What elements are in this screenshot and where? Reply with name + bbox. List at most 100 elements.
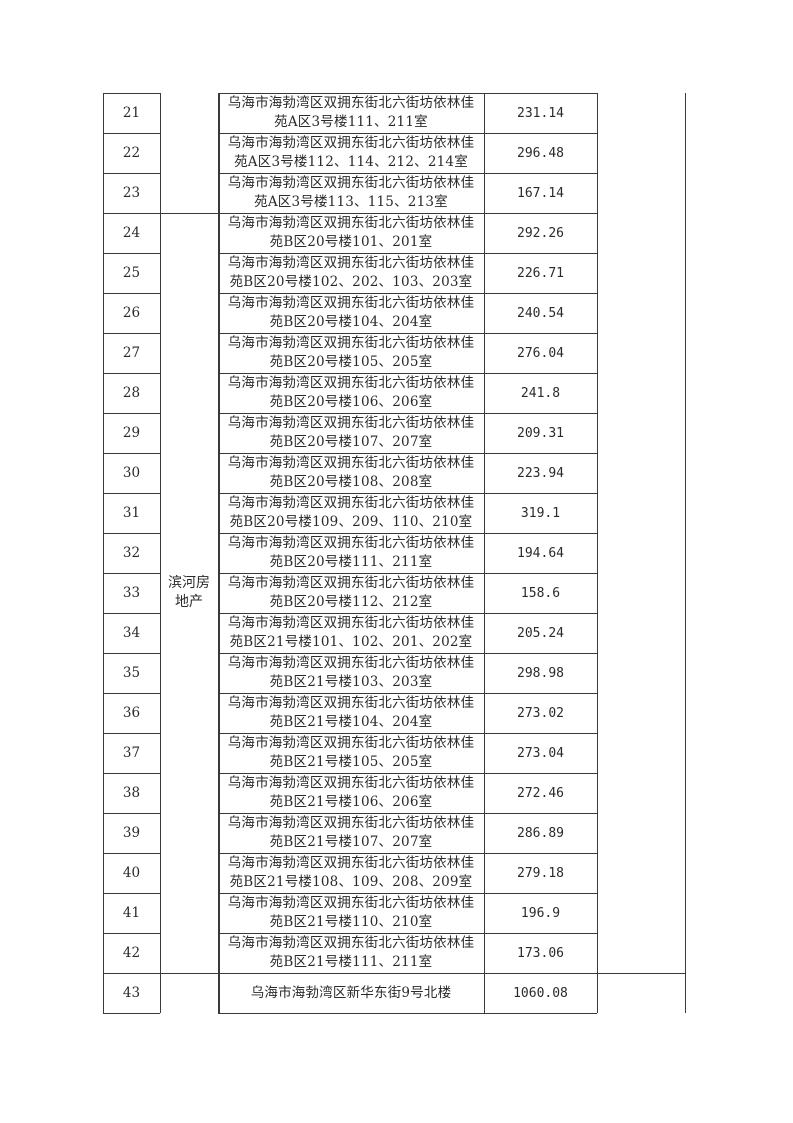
table-rule xyxy=(218,93,597,95)
building-area: 272.46 xyxy=(517,785,564,801)
table-rule xyxy=(218,493,597,495)
table-rule xyxy=(103,213,160,215)
property-address: 乌海市海勃湾区双拥东街北六街坊依林佳苑B区21号楼101、102、201、202… xyxy=(227,615,475,650)
building-area: 226.71 xyxy=(517,265,564,281)
table-rule xyxy=(218,213,597,215)
table-rule xyxy=(218,933,597,935)
building-area: 273.04 xyxy=(517,745,564,761)
row-number: 28 xyxy=(122,384,141,401)
row-number: 39 xyxy=(122,824,141,841)
property-address: 乌海市海勃湾区双拥东街北六街坊依林佳苑B区20号楼101、201室 xyxy=(227,215,475,250)
table-rule xyxy=(103,493,160,495)
building-area: 158.6 xyxy=(520,585,561,601)
row-number: 34 xyxy=(122,624,141,641)
building-area: 241.8 xyxy=(520,385,561,401)
property-address: 乌海市海勃湾区双拥东街北六街坊依林佳苑B区21号楼110、210室 xyxy=(227,895,475,930)
table-rule xyxy=(103,1013,160,1015)
table-rule xyxy=(160,93,162,1013)
table-rule xyxy=(103,253,160,255)
table-rule xyxy=(103,733,160,735)
table-rule xyxy=(103,653,160,655)
property-address: 乌海市海勃湾区双拥东街北六街坊依林佳苑A区3号楼113、115、213室 xyxy=(227,175,475,210)
table-rule xyxy=(103,773,160,775)
property-address: 乌海市海勃湾区新华东街9号北楼 xyxy=(250,984,452,1001)
property-address: 乌海市海勃湾区双拥东街北六街坊依林佳苑B区21号楼106、206室 xyxy=(227,775,475,810)
building-area: 1060.08 xyxy=(513,985,568,1001)
table-rule xyxy=(218,293,597,295)
table-rule xyxy=(218,93,220,1013)
table-rule xyxy=(218,333,597,335)
table-rule xyxy=(103,453,160,455)
property-address: 乌海市海勃湾区双拥东街北六街坊依林佳苑B区20号楼111、211室 xyxy=(227,535,475,570)
table-rule xyxy=(218,253,597,255)
table-rule xyxy=(218,173,597,175)
property-address: 乌海市海勃湾区双拥东街北六街坊依林佳苑B区21号楼107、207室 xyxy=(227,815,475,850)
row-number: 36 xyxy=(122,704,141,721)
building-area: 223.94 xyxy=(517,465,564,481)
building-area: 194.64 xyxy=(517,545,564,561)
table-rule xyxy=(218,373,597,375)
building-area: 205.24 xyxy=(517,625,564,641)
building-area: 292.26 xyxy=(517,225,564,241)
row-number: 33 xyxy=(122,584,141,601)
property-address: 乌海市海勃湾区双拥东街北六街坊依林佳苑B区20号楼106、206室 xyxy=(227,375,475,410)
row-number: 26 xyxy=(122,304,141,321)
property-address: 乌海市海勃湾区双拥东街北六街坊依林佳苑B区20号楼108、208室 xyxy=(227,455,475,490)
building-area: 231.14 xyxy=(517,105,564,121)
table-rule xyxy=(103,613,160,615)
row-number: 29 xyxy=(122,424,141,441)
building-area: 167.14 xyxy=(517,185,564,201)
building-area: 279.18 xyxy=(517,865,564,881)
property-address: 乌海市海勃湾区双拥东街北六街坊依林佳苑B区20号楼105、205室 xyxy=(227,335,475,370)
table-rule xyxy=(103,293,160,295)
table-rule xyxy=(103,373,160,375)
row-number: 24 xyxy=(122,224,141,241)
row-number: 22 xyxy=(122,144,141,161)
property-address: 乌海市海勃湾区双拥东街北六街坊依林佳苑B区21号楼111、211室 xyxy=(227,935,475,970)
table-rule xyxy=(218,733,597,735)
table-rule xyxy=(218,1013,597,1015)
table-rule xyxy=(103,813,160,815)
table-rule xyxy=(103,573,160,575)
property-address: 乌海市海勃湾区双拥东街北六街坊依林佳苑B区20号楼109、209、110、210… xyxy=(227,495,475,530)
property-address: 乌海市海勃湾区双拥东街北六街坊依林佳苑B区21号楼104、204室 xyxy=(227,695,475,730)
row-number: 37 xyxy=(122,744,141,761)
property-address: 乌海市海勃湾区双拥东街北六街坊依林佳苑B区21号楼105、205室 xyxy=(227,735,475,770)
table-rule xyxy=(218,893,597,895)
row-number: 41 xyxy=(122,904,141,921)
table-rule xyxy=(160,973,218,975)
table-rule xyxy=(218,813,597,815)
table-rule xyxy=(218,653,597,655)
building-area: 276.04 xyxy=(517,345,564,361)
property-address: 乌海市海勃湾区双拥东街北六街坊依林佳苑B区21号楼108、109、208、209… xyxy=(227,855,475,890)
table-rule xyxy=(218,853,597,855)
table-rule xyxy=(103,133,160,135)
table-rule xyxy=(218,693,597,695)
property-address: 乌海市海勃湾区双拥东街北六街坊依林佳苑B区20号楼102、202、103、203… xyxy=(227,255,475,290)
table-rule xyxy=(218,413,597,415)
property-address: 乌海市海勃湾区双拥东街北六街坊依林佳苑A区3号楼111、211室 xyxy=(227,95,475,130)
row-number: 42 xyxy=(122,944,141,961)
table-rule xyxy=(103,333,160,335)
table-rule xyxy=(103,93,105,1013)
table-rule xyxy=(103,853,160,855)
property-address: 乌海市海勃湾区双拥东街北六街坊依林佳苑B区21号楼103、203室 xyxy=(227,655,475,690)
property-address: 乌海市海勃湾区双拥东街北六街坊依林佳苑B区20号楼112、212室 xyxy=(227,575,475,610)
table-rule xyxy=(103,693,160,695)
table-rule xyxy=(597,93,599,1013)
building-area: 209.31 xyxy=(517,425,564,441)
table-rule xyxy=(103,893,160,895)
table-rule xyxy=(103,413,160,415)
row-number: 30 xyxy=(122,464,141,481)
table-rule xyxy=(103,93,160,95)
row-number: 31 xyxy=(122,504,141,521)
building-area: 286.89 xyxy=(517,825,564,841)
row-number: 27 xyxy=(122,344,141,361)
property-address: 乌海市海勃湾区双拥东街北六街坊依林佳苑B区20号楼107、207室 xyxy=(227,415,475,450)
row-number: 40 xyxy=(122,864,141,881)
row-number: 25 xyxy=(122,264,141,281)
building-area: 273.02 xyxy=(517,705,564,721)
row-number: 38 xyxy=(122,784,141,801)
table-rule xyxy=(218,533,597,535)
